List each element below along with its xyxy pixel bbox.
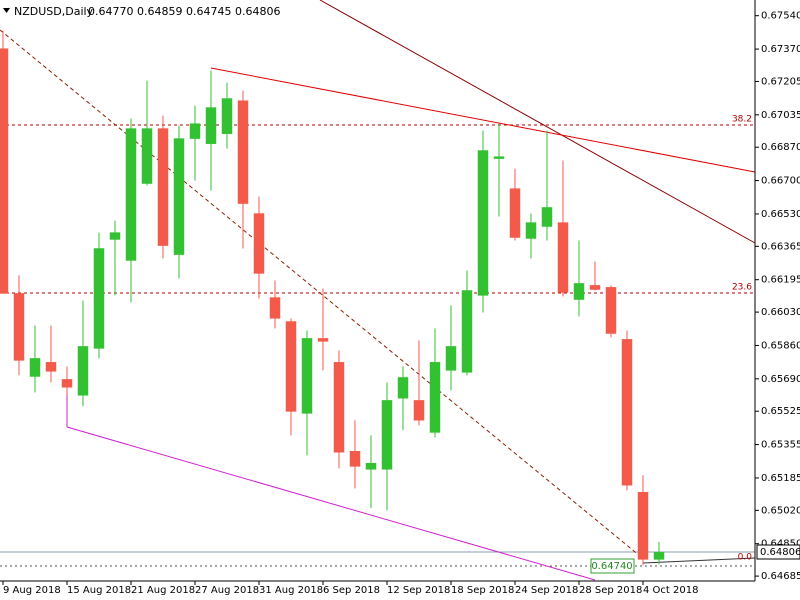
candle-body bbox=[0, 48, 9, 294]
candle-body bbox=[397, 377, 409, 399]
candle-body bbox=[61, 379, 73, 388]
y-tick-label: 0.67370 bbox=[761, 44, 800, 55]
y-tick-label: 0.66870 bbox=[761, 142, 800, 153]
trend-line bbox=[0, 29, 641, 557]
candle-body bbox=[173, 138, 185, 255]
y-tick-label: 0.66195 bbox=[761, 275, 800, 286]
y-tick-label: 0.65525 bbox=[761, 406, 800, 417]
candle-body bbox=[589, 285, 601, 290]
candle-body bbox=[93, 248, 105, 349]
price-tag bbox=[590, 558, 635, 574]
x-tick-label: 6 Sep 2018 bbox=[323, 585, 380, 596]
y-tick-label: 0.65355 bbox=[761, 440, 800, 451]
menu-arrow[interactable] bbox=[3, 8, 10, 13]
fib-label: 23.6 bbox=[732, 283, 752, 293]
candle-body bbox=[605, 287, 617, 334]
trend-line bbox=[319, 0, 756, 244]
candle-body bbox=[77, 346, 89, 396]
y-tick-label: 0.66530 bbox=[761, 209, 800, 220]
candle-body bbox=[349, 451, 361, 467]
candle-body bbox=[541, 207, 553, 227]
candle-body bbox=[621, 339, 633, 486]
candle-body bbox=[221, 98, 233, 134]
y-tick-label: 0.66030 bbox=[761, 307, 800, 318]
candle-body bbox=[477, 150, 489, 296]
candle-body bbox=[413, 400, 425, 421]
y-tick-label: 0.67205 bbox=[761, 76, 800, 87]
candle-body bbox=[445, 346, 457, 371]
candle-body bbox=[301, 338, 313, 414]
candle-body bbox=[253, 213, 265, 274]
candle-body bbox=[205, 107, 217, 144]
x-tick-label: 12 Sep 2018 bbox=[387, 585, 450, 596]
y-tick-label: 0.64685 bbox=[761, 571, 800, 582]
y-tick-label: 0.67035 bbox=[761, 110, 800, 121]
x-tick-label: 31 Aug 2018 bbox=[259, 585, 323, 596]
candle-body bbox=[333, 362, 345, 453]
trend-line bbox=[66, 426, 596, 581]
x-tick-label: 27 Aug 2018 bbox=[195, 585, 259, 596]
y-tick-label: 0.66365 bbox=[761, 241, 800, 252]
candle-body bbox=[429, 362, 441, 433]
x-tick-label: 18 Sep 2018 bbox=[451, 585, 514, 596]
candle-body bbox=[493, 156, 505, 159]
candle-body bbox=[109, 232, 121, 240]
x-tick-label: 21 Aug 2018 bbox=[131, 585, 195, 596]
trend-line bbox=[210, 67, 756, 173]
fib-label: 38.2 bbox=[732, 115, 752, 125]
candle-body bbox=[269, 297, 281, 319]
y-tick-label: 0.65185 bbox=[761, 473, 800, 484]
y-tick-label: 0.65020 bbox=[761, 505, 800, 516]
candle-body bbox=[525, 222, 537, 239]
current-price-box bbox=[756, 544, 800, 560]
trend-line bbox=[642, 557, 756, 564]
candle-body bbox=[509, 188, 521, 238]
y-tick-label: 0.65860 bbox=[761, 340, 800, 351]
candle-body bbox=[141, 128, 153, 184]
chart-title: NZDUSD,Daily bbox=[14, 5, 94, 18]
candle-body bbox=[285, 321, 297, 412]
candle-body bbox=[317, 338, 329, 342]
candle-body bbox=[237, 100, 249, 204]
y-tick-label: 0.64850 bbox=[761, 539, 800, 550]
y-tick-label: 0.67540 bbox=[761, 11, 800, 22]
x-tick-label: 24 Sep 2018 bbox=[515, 585, 578, 596]
candle-body bbox=[157, 128, 169, 246]
candle-body bbox=[653, 552, 665, 560]
y-tick-label: 0.66700 bbox=[761, 176, 800, 187]
candle-body bbox=[381, 400, 393, 470]
x-tick-label: 9 Aug 2018 bbox=[3, 585, 61, 596]
y-tick-label: 0.65690 bbox=[761, 374, 800, 385]
price-tag-label: 0.64740 bbox=[591, 561, 632, 572]
candle-body bbox=[189, 123, 201, 139]
candle-body bbox=[637, 492, 649, 560]
x-tick-label: 15 Aug 2018 bbox=[67, 585, 131, 596]
x-tick-label: 4 Oct 2018 bbox=[643, 585, 698, 596]
candle-body bbox=[45, 362, 57, 372]
candle-body bbox=[29, 358, 41, 377]
fib-label: 0.0 bbox=[738, 553, 753, 563]
candle-body bbox=[557, 222, 569, 293]
candle-body bbox=[13, 293, 25, 361]
candle-body bbox=[573, 283, 585, 300]
candle-body bbox=[125, 128, 137, 261]
current-price-label: 0.64806 bbox=[760, 547, 800, 558]
candle-body bbox=[461, 290, 473, 373]
ohlc-readout: 0.64770 0.64859 0.64745 0.64806 bbox=[88, 5, 280, 18]
candle-body bbox=[365, 462, 377, 470]
x-tick-label: 28 Sep 2018 bbox=[579, 585, 642, 596]
